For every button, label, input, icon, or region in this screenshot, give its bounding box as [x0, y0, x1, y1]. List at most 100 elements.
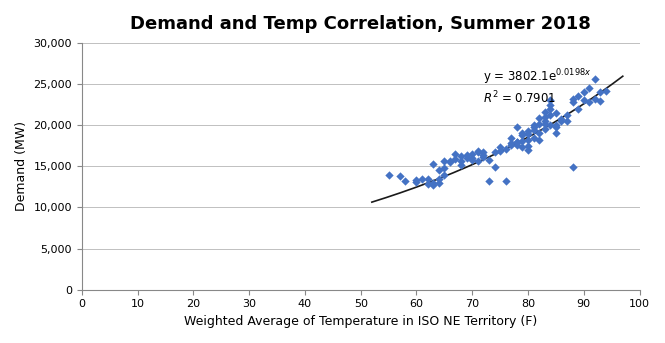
- Point: [450, 151, 461, 157]
- Point: [584, 85, 595, 91]
- Point: [411, 179, 422, 185]
- Point: [511, 142, 522, 147]
- Point: [551, 124, 561, 130]
- Point: [545, 98, 555, 103]
- Point: [478, 152, 489, 157]
- Point: [590, 76, 600, 82]
- Y-axis label: Demand (MW): Demand (MW): [15, 121, 28, 211]
- Point: [462, 155, 472, 161]
- Point: [417, 176, 428, 181]
- Point: [579, 90, 589, 95]
- Point: [590, 96, 600, 102]
- Point: [517, 138, 528, 143]
- Point: [495, 149, 505, 154]
- Point: [523, 128, 533, 134]
- Point: [573, 94, 583, 99]
- Point: [462, 152, 472, 157]
- Point: [539, 114, 550, 120]
- Point: [428, 161, 438, 167]
- Point: [545, 103, 555, 108]
- Point: [467, 157, 477, 163]
- Point: [495, 145, 505, 150]
- Point: [434, 177, 444, 182]
- Point: [528, 127, 539, 133]
- Point: [428, 182, 438, 188]
- Point: [595, 90, 606, 95]
- Point: [439, 172, 450, 177]
- Point: [551, 131, 561, 136]
- Point: [517, 144, 528, 149]
- Point: [511, 124, 522, 130]
- X-axis label: Weighted Average of Temperature in ISO NE Territory (F): Weighted Average of Temperature in ISO N…: [184, 315, 537, 328]
- Point: [439, 165, 450, 171]
- Point: [506, 142, 517, 147]
- Point: [517, 132, 528, 138]
- Point: [439, 158, 450, 164]
- Point: [539, 127, 550, 132]
- Point: [445, 159, 456, 165]
- Title: Demand and Temp Correlation, Summer 2018: Demand and Temp Correlation, Summer 2018: [130, 15, 591, 33]
- Point: [539, 121, 550, 126]
- Point: [500, 146, 511, 152]
- Point: [523, 131, 533, 137]
- Point: [528, 135, 539, 141]
- Point: [434, 168, 444, 173]
- Point: [472, 150, 483, 155]
- Point: [567, 164, 578, 170]
- Point: [517, 130, 528, 135]
- Text: y = 3802.1e$^{0.0198x}$
$R^2$ = 0.7901: y = 3802.1e$^{0.0198x}$ $R^2$ = 0.7901: [483, 68, 592, 106]
- Point: [573, 106, 583, 111]
- Point: [422, 182, 433, 187]
- Point: [450, 156, 461, 162]
- Point: [434, 180, 444, 186]
- Point: [551, 122, 561, 128]
- Point: [528, 124, 539, 130]
- Point: [539, 118, 550, 124]
- Point: [567, 99, 578, 105]
- Point: [562, 113, 573, 118]
- Point: [545, 106, 555, 111]
- Point: [400, 178, 410, 184]
- Point: [478, 150, 489, 155]
- Point: [562, 118, 573, 124]
- Point: [428, 180, 438, 186]
- Point: [445, 158, 456, 163]
- Point: [489, 150, 500, 155]
- Point: [511, 140, 522, 145]
- Point: [483, 178, 494, 184]
- Point: [478, 154, 489, 160]
- Point: [456, 158, 466, 164]
- Point: [556, 116, 567, 121]
- Point: [500, 178, 511, 184]
- Point: [534, 130, 545, 135]
- Point: [411, 178, 422, 183]
- Point: [584, 99, 595, 105]
- Point: [600, 88, 611, 93]
- Point: [528, 122, 539, 128]
- Point: [456, 154, 466, 159]
- Point: [534, 122, 545, 127]
- Point: [511, 139, 522, 144]
- Point: [489, 164, 500, 170]
- Point: [567, 96, 578, 102]
- Point: [472, 158, 483, 164]
- Point: [539, 109, 550, 115]
- Point: [523, 137, 533, 143]
- Point: [506, 135, 517, 140]
- Point: [579, 98, 589, 103]
- Point: [422, 177, 433, 182]
- Point: [467, 155, 477, 161]
- Point: [467, 151, 477, 157]
- Point: [383, 173, 394, 178]
- Point: [394, 174, 405, 179]
- Point: [523, 147, 533, 153]
- Point: [556, 118, 567, 124]
- Point: [545, 113, 555, 118]
- Point: [534, 137, 545, 143]
- Point: [551, 110, 561, 116]
- Point: [483, 157, 494, 163]
- Point: [506, 141, 517, 146]
- Point: [545, 122, 555, 128]
- Point: [534, 115, 545, 120]
- Point: [523, 143, 533, 149]
